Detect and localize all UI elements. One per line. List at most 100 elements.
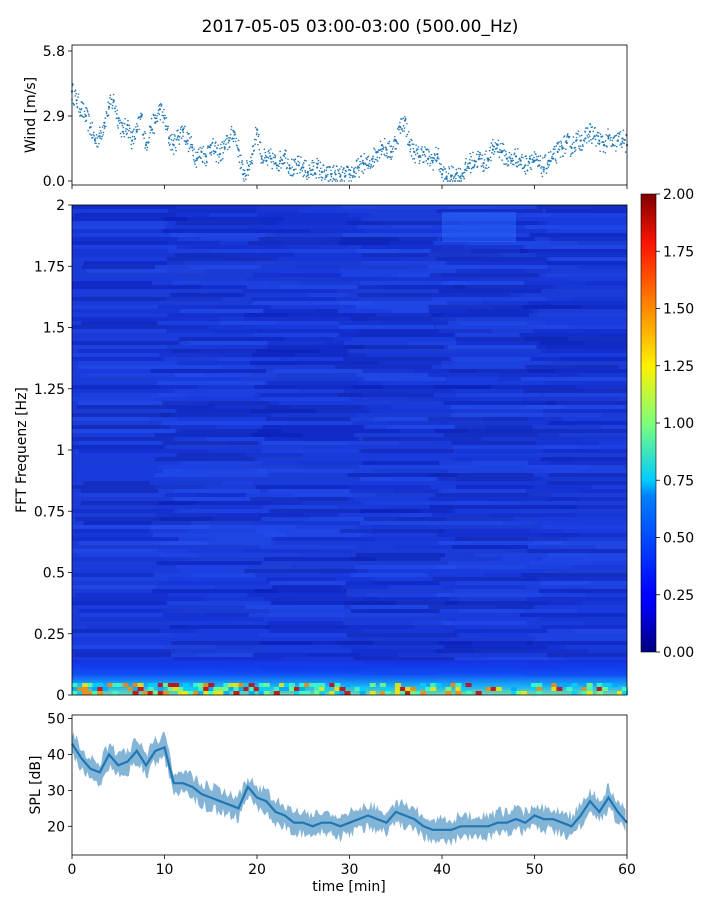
wind-point-detail [321, 171, 324, 174]
spectrogram-cell [72, 217, 188, 221]
wind-point-detail [271, 152, 274, 155]
wind-point-detail [609, 134, 611, 136]
wind-point-detail [596, 135, 598, 137]
spectrogram-cell [438, 541, 563, 545]
wind-point-detail [429, 164, 431, 167]
spectrogram-cell [442, 245, 550, 249]
spectrogram-cell [456, 269, 552, 273]
spectrogram-y-tick-label: 2 [56, 198, 65, 214]
wind-point-detail [267, 150, 269, 153]
wind-point [357, 166, 360, 169]
spl-x-tick-label: 30 [341, 862, 359, 878]
spectrogram-cell [72, 273, 206, 277]
wind-point-detail [197, 148, 200, 151]
spectrogram-cell [107, 683, 114, 687]
spectrogram-y-tick-label: 0 [56, 688, 65, 704]
wind-point [408, 144, 411, 147]
wind-point-detail [264, 151, 267, 154]
spectrogram-cell [443, 433, 560, 437]
wind-point-detail [421, 146, 423, 148]
spectrogram-cell [174, 373, 276, 377]
spectrogram-cell [530, 357, 627, 361]
wind-point-detail [410, 155, 413, 157]
wind-point-detail [522, 156, 524, 159]
wind-point [218, 153, 222, 156]
wind-point-detail [395, 140, 398, 143]
spectrogram-cell [72, 581, 168, 585]
wind-point-detail [153, 132, 156, 134]
wind-point-detail [223, 140, 225, 143]
spectrogram-cell [346, 633, 460, 637]
spectrogram-cell [337, 289, 473, 293]
wind-point-detail [101, 135, 103, 138]
wind-point-detail [584, 131, 587, 133]
spectrogram-cell [262, 221, 383, 225]
spectrogram-cell [314, 687, 321, 691]
wind-point-detail [377, 151, 379, 153]
wind-point-detail [172, 153, 175, 155]
spectrogram-cell [539, 273, 627, 277]
spectrogram-cell [72, 397, 190, 401]
wind-point-detail [130, 143, 132, 146]
wind-point-detail [318, 176, 320, 179]
spectrogram-cell [78, 361, 179, 365]
wind-point-detail [400, 118, 403, 120]
wind-point-detail [102, 131, 105, 134]
wind-series [70, 83, 629, 182]
spectrogram-cell [77, 365, 223, 369]
colorbar-tick-label: 0.25 [663, 588, 694, 604]
wind-point [362, 161, 365, 165]
spectrogram-cell [258, 691, 265, 695]
spectrogram-cell [178, 637, 284, 641]
wind-point-detail [437, 157, 440, 160]
spectrogram-cell [438, 641, 533, 645]
spectrogram-cell [362, 369, 477, 373]
wind-point-detail [240, 161, 243, 164]
wind-point-detail [186, 142, 189, 145]
wind-point-detail [293, 172, 295, 175]
wind-point-detail [234, 131, 236, 134]
wind-point-detail [399, 121, 401, 124]
spectrogram-cell [526, 621, 627, 625]
wind-point-detail [138, 128, 140, 131]
wind-point-detail [146, 146, 149, 149]
wind-point-detail [288, 172, 290, 175]
wind-point-detail [408, 140, 411, 143]
wind-point-detail [425, 159, 428, 162]
spectrogram-cell [531, 687, 538, 691]
spectrogram-cell [452, 509, 562, 513]
wind-point-detail [192, 159, 195, 161]
wind-point-detail [427, 158, 429, 161]
wind-point-detail [320, 179, 323, 181]
spectrogram-cell [343, 389, 454, 393]
wind-point-detail [555, 145, 558, 147]
spectrogram-cell [72, 357, 218, 361]
spectrogram-cell [260, 265, 358, 269]
spectrogram-cell [543, 409, 627, 413]
wind-point-detail [294, 161, 296, 163]
wind-point-detail [360, 155, 363, 157]
wind-point-detail [304, 169, 306, 172]
spectrogram-cell [97, 687, 104, 691]
spectrogram-cell [540, 581, 627, 585]
wind-point-detail [228, 146, 231, 148]
spectrogram-cell [528, 277, 627, 281]
spectrogram-cell [160, 385, 295, 389]
spectrogram-cell [160, 413, 272, 417]
spectrogram-cell [198, 691, 205, 695]
wind-point-detail [195, 151, 197, 154]
spectrogram-cell [72, 297, 222, 301]
wind-point-detail [260, 162, 262, 164]
spectrogram-cell [348, 441, 453, 445]
wind-point-detail [444, 177, 447, 179]
wind-point-detail [191, 144, 194, 146]
wind-point-detail [191, 149, 194, 152]
spectrogram-cell [334, 687, 341, 691]
spectrogram-cell [72, 549, 189, 553]
spectrogram-cell [162, 691, 169, 695]
wind-point-detail [453, 176, 455, 178]
wind-point-detail [586, 135, 589, 137]
spectrogram-cell [163, 217, 284, 221]
wind-point-detail [303, 174, 305, 176]
wind-point-detail [586, 127, 589, 129]
